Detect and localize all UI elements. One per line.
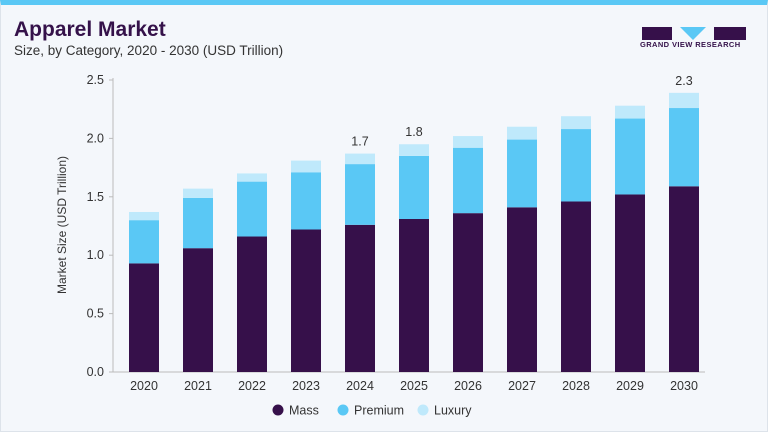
bar-premium-2030 bbox=[669, 108, 699, 187]
bar-mass-2021 bbox=[183, 248, 213, 372]
x-tick-label: 2026 bbox=[454, 379, 482, 393]
x-tick-label: 2020 bbox=[130, 379, 158, 393]
bar-mass-2024 bbox=[345, 224, 375, 372]
x-tick-label: 2025 bbox=[400, 379, 428, 393]
bar-premium-2027 bbox=[507, 139, 537, 208]
bar-mass-2026 bbox=[453, 213, 483, 372]
bar-premium-2028 bbox=[561, 129, 591, 202]
bar-luxury-2022 bbox=[237, 173, 267, 182]
bar-luxury-2029 bbox=[615, 105, 645, 119]
grand-view-research-logo bbox=[642, 27, 746, 40]
legend-marker-premium bbox=[337, 404, 349, 416]
bar-mass-2028 bbox=[561, 201, 591, 372]
legend-marker-mass bbox=[272, 404, 284, 416]
y-tick-label: 1.0 bbox=[87, 248, 104, 262]
x-tick-label: 2029 bbox=[616, 379, 644, 393]
bar-mass-2029 bbox=[615, 194, 645, 372]
bar-luxury-2024 bbox=[345, 153, 375, 165]
x-tick-label: 2027 bbox=[508, 379, 536, 393]
bar-premium-2023 bbox=[291, 172, 321, 230]
bar-luxury-2030 bbox=[669, 92, 699, 109]
data-label-2025: 1.8 bbox=[405, 125, 422, 139]
bar-luxury-2025 bbox=[399, 144, 429, 156]
bar-mass-2030 bbox=[669, 186, 699, 372]
legend-label-luxury: Luxury bbox=[434, 404, 472, 418]
bar-mass-2022 bbox=[237, 236, 267, 372]
data-label-2030: 2.3 bbox=[675, 74, 692, 88]
y-tick-label: 0.5 bbox=[87, 307, 104, 321]
x-tick-label: 2028 bbox=[562, 379, 590, 393]
bar-mass-2023 bbox=[291, 229, 321, 372]
x-tick-label: 2021 bbox=[184, 379, 212, 393]
chart-title: Apparel Market bbox=[14, 18, 166, 41]
x-tick-label: 2024 bbox=[346, 379, 374, 393]
bar-luxury-2026 bbox=[453, 136, 483, 148]
bar-premium-2021 bbox=[183, 197, 213, 249]
bar-premium-2022 bbox=[237, 181, 267, 237]
x-tick-label: 2022 bbox=[238, 379, 266, 393]
bar-premium-2024 bbox=[345, 164, 375, 225]
x-tick-label: 2030 bbox=[670, 379, 698, 393]
y-tick-label: 1.5 bbox=[87, 190, 104, 204]
y-tick-label: 2.0 bbox=[87, 131, 104, 145]
y-axis-title: Market Size (USD Trillion) bbox=[55, 156, 69, 294]
bar-luxury-2020 bbox=[129, 211, 159, 221]
bar-mass-2025 bbox=[399, 218, 429, 372]
bar-premium-2020 bbox=[129, 220, 159, 264]
bar-luxury-2028 bbox=[561, 116, 591, 130]
bar-premium-2026 bbox=[453, 147, 483, 214]
bar-luxury-2021 bbox=[183, 188, 213, 198]
bar-luxury-2023 bbox=[291, 160, 321, 173]
legend-marker-luxury bbox=[417, 404, 429, 416]
legend-label-mass: Mass bbox=[289, 404, 319, 418]
legend-label-premium: Premium bbox=[354, 404, 404, 418]
bar-premium-2025 bbox=[399, 155, 429, 219]
logo-text: GRAND VIEW RESEARCH bbox=[640, 40, 741, 49]
y-tick-label: 2.5 bbox=[87, 73, 104, 87]
chart-subtitle: Size, by Category, 2020 - 2030 (USD Tril… bbox=[14, 43, 284, 58]
bar-premium-2029 bbox=[615, 118, 645, 195]
y-tick-label: 0.0 bbox=[87, 365, 104, 379]
bar-luxury-2027 bbox=[507, 126, 537, 140]
data-label-2024: 1.7 bbox=[351, 135, 368, 149]
bar-mass-2020 bbox=[129, 263, 159, 372]
x-tick-label: 2023 bbox=[292, 379, 320, 393]
bar-mass-2027 bbox=[507, 207, 537, 372]
